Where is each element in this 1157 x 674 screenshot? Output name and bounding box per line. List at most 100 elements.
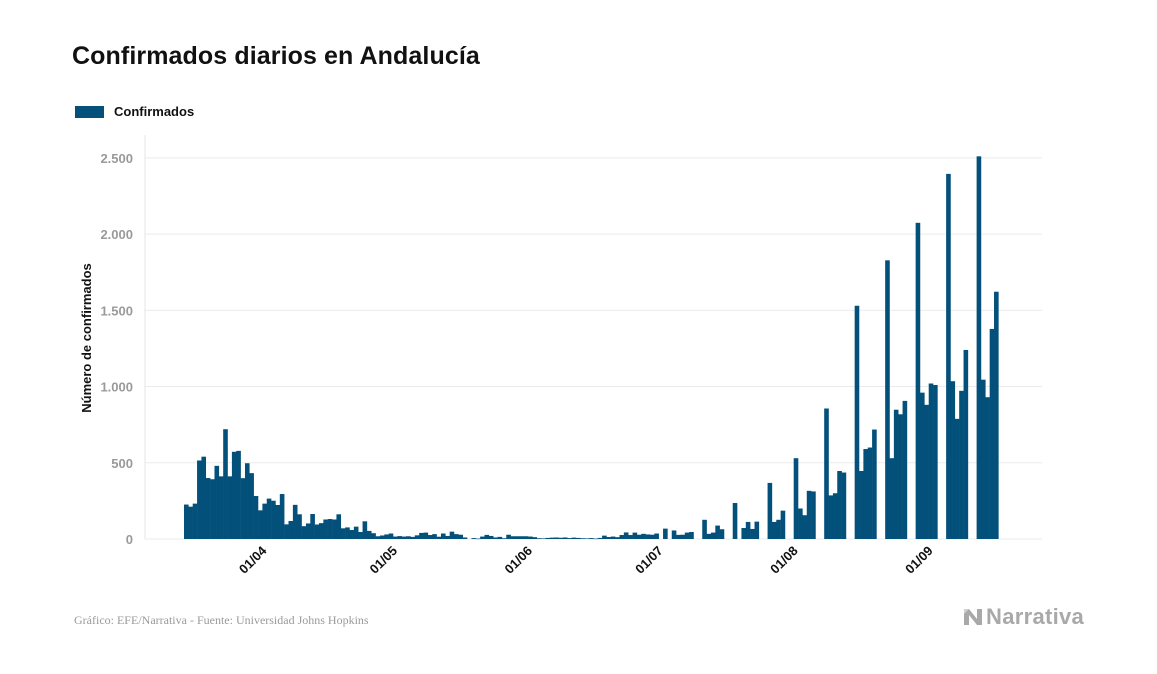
bar xyxy=(319,523,324,539)
bar xyxy=(832,493,838,539)
bar xyxy=(393,536,398,539)
bar xyxy=(606,537,612,539)
bar xyxy=(484,534,490,539)
bar xyxy=(345,527,350,539)
bar xyxy=(780,510,786,539)
bar xyxy=(754,521,760,539)
bar xyxy=(706,533,712,539)
bar xyxy=(615,537,620,539)
bar xyxy=(371,533,376,539)
bar xyxy=(388,533,394,539)
bar xyxy=(205,478,211,539)
bar xyxy=(497,536,503,539)
narrativa-logo-icon xyxy=(964,609,982,625)
bar xyxy=(649,534,655,539)
bar xyxy=(776,519,781,539)
bar xyxy=(523,536,529,539)
bar xyxy=(745,521,751,539)
bar xyxy=(636,534,642,539)
x-tick-label: 01/06 xyxy=(502,543,536,577)
bar xyxy=(279,494,285,539)
bar xyxy=(419,532,424,539)
y-tick-label: 500 xyxy=(111,456,133,471)
bar xyxy=(227,476,233,539)
bar xyxy=(989,328,995,539)
bar xyxy=(584,538,590,539)
bar xyxy=(244,463,250,539)
bar xyxy=(837,471,842,539)
bar xyxy=(798,508,803,539)
bar xyxy=(963,349,969,539)
y-tick-labels: 0 500 1.000 1.500 2.000 2.500 xyxy=(100,151,133,547)
bar xyxy=(589,538,594,539)
bar xyxy=(192,503,198,539)
bar xyxy=(715,525,720,539)
bar xyxy=(689,531,694,539)
bar xyxy=(924,404,929,539)
bar xyxy=(575,537,581,539)
bar xyxy=(401,536,407,539)
bar xyxy=(828,495,834,539)
brand-name: Narrativa xyxy=(986,604,1085,629)
chart-title: Confirmados diarios en Andalucía xyxy=(72,42,480,70)
x-tick-label: 01/04 xyxy=(236,542,270,576)
bar xyxy=(253,496,259,539)
bar xyxy=(802,515,808,539)
bar xyxy=(501,538,507,539)
bar xyxy=(872,429,877,539)
bar xyxy=(793,458,799,539)
x-tick-label: 01/07 xyxy=(632,543,666,577)
bar xyxy=(223,429,228,539)
bar xyxy=(231,451,237,539)
bar xyxy=(985,397,990,539)
bar xyxy=(423,532,429,539)
bar xyxy=(332,519,337,539)
bar xyxy=(480,536,485,539)
bar xyxy=(541,538,546,539)
bar xyxy=(954,418,960,539)
bar xyxy=(218,476,224,539)
bar xyxy=(885,260,890,539)
bar xyxy=(562,537,568,539)
bar xyxy=(353,526,359,539)
source-credit: Gráfico: EFE/Narrativa - Fuente: Univers… xyxy=(74,613,369,627)
bar xyxy=(458,534,463,539)
bar xyxy=(379,535,385,539)
bar xyxy=(366,530,372,539)
bar xyxy=(950,381,956,539)
bar xyxy=(410,536,416,539)
bar xyxy=(488,535,494,539)
x-tick-label: 01/08 xyxy=(767,543,801,577)
bar xyxy=(297,514,302,539)
bar xyxy=(384,534,389,539)
bar xyxy=(920,392,925,539)
bar xyxy=(750,528,755,539)
bar xyxy=(610,536,616,539)
bar xyxy=(375,536,381,539)
bar xyxy=(301,526,307,539)
bar xyxy=(976,156,982,539)
bar xyxy=(510,536,516,539)
y-tick-label: 0 xyxy=(126,532,133,547)
bar xyxy=(994,291,999,539)
bar xyxy=(323,519,328,539)
bar xyxy=(340,528,346,539)
bar xyxy=(528,536,533,539)
x-tick-label: 01/09 xyxy=(902,543,936,577)
bar xyxy=(336,514,342,539)
bar xyxy=(719,529,725,539)
y-tick-label: 1.500 xyxy=(100,303,133,318)
x-tick-labels: 01/04 01/05 01/06 01/07 01/08 01/09 xyxy=(236,542,936,576)
bar xyxy=(275,505,281,539)
bar xyxy=(680,534,686,539)
x-tick-label: 01/05 xyxy=(367,543,401,577)
legend-label: Confirmados xyxy=(114,104,195,119)
bar xyxy=(641,533,646,539)
bar xyxy=(702,519,707,539)
bar xyxy=(471,538,477,539)
bar xyxy=(493,537,498,539)
bar xyxy=(854,305,860,539)
bars xyxy=(184,156,999,540)
bar xyxy=(946,173,951,539)
